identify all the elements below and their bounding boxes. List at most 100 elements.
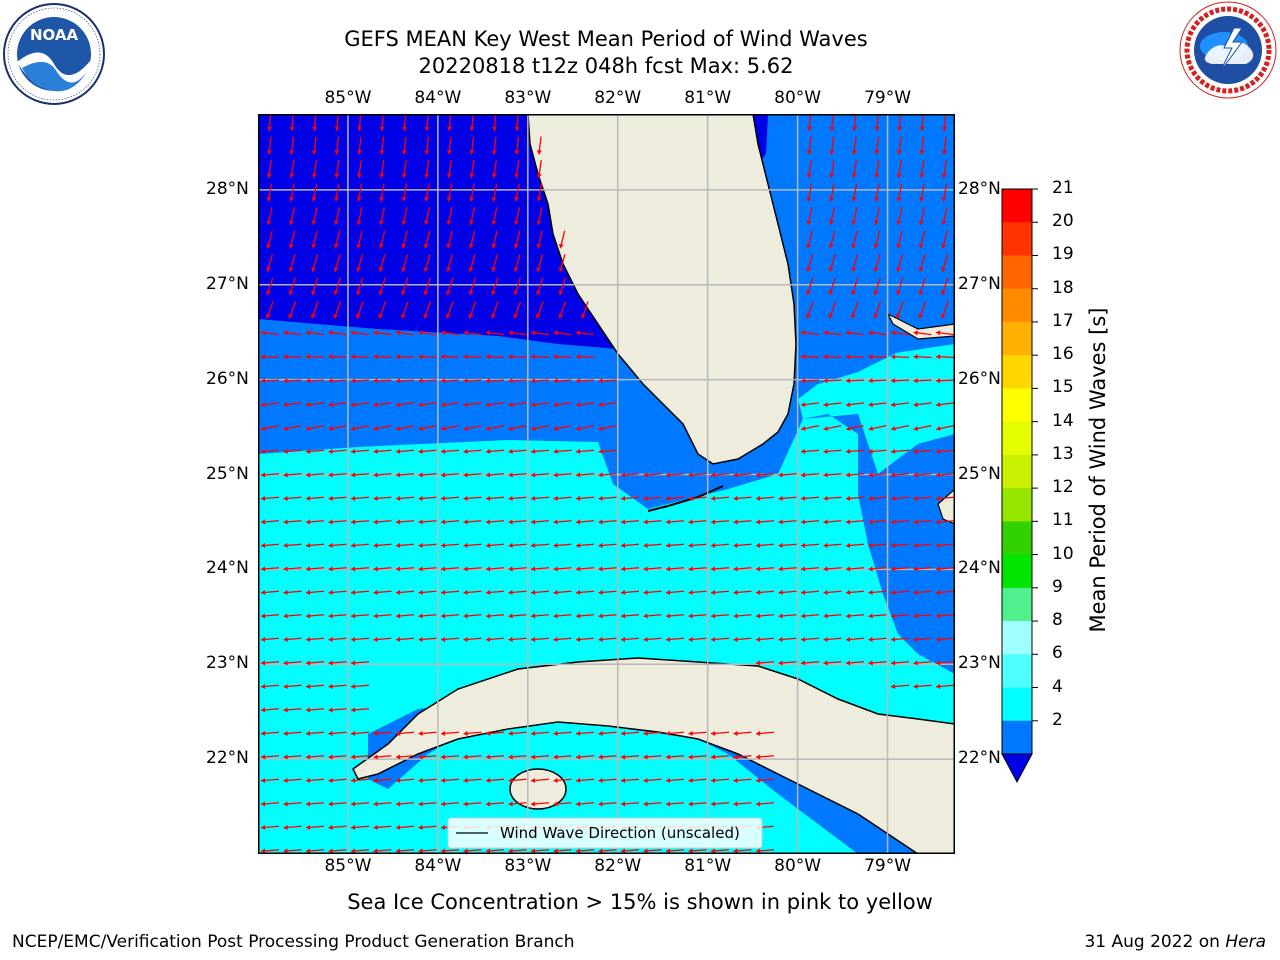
wind-arrow <box>328 330 347 336</box>
wind-arrow <box>918 301 927 319</box>
wind-arrow <box>845 495 865 502</box>
wind-arrow <box>373 472 392 478</box>
wind-arrow <box>643 848 662 854</box>
wind-arrow <box>305 402 325 408</box>
wind-arrow <box>333 207 341 225</box>
wind-arrow <box>575 754 595 760</box>
wind-arrow <box>305 354 325 360</box>
colorbar-tick-label: 11 <box>1052 510 1074 531</box>
wind-arrow <box>379 160 385 178</box>
wind-arrow <box>828 254 836 272</box>
wind-arrow <box>305 613 325 619</box>
wind-arrow <box>357 114 363 132</box>
wind-arrow <box>288 277 296 296</box>
colorbar <box>1001 188 1038 784</box>
wind-arrow <box>553 495 572 502</box>
wind-arrow <box>373 378 392 384</box>
wind-arrow <box>688 730 707 737</box>
wind-arrow <box>373 589 392 596</box>
wind-arrow <box>260 354 280 360</box>
wind-arrow <box>733 566 752 572</box>
wind-arrow <box>350 660 370 666</box>
colorbar-segment <box>1002 288 1032 323</box>
wind-arrow <box>283 566 302 572</box>
wind-arrow <box>710 472 730 478</box>
wind-arrow <box>440 848 460 854</box>
wind-arrow <box>288 230 296 249</box>
wind-arrow <box>440 519 460 525</box>
wind-arrow <box>289 183 295 202</box>
wind-arrow <box>328 378 347 384</box>
wind-arrow <box>328 848 347 854</box>
wind-arrow <box>283 542 302 549</box>
wind-arrow <box>643 613 662 619</box>
wind-arrow <box>401 160 407 178</box>
wind-arrow <box>334 114 340 132</box>
colorbar-segment <box>1002 521 1032 556</box>
wind-arrow <box>463 330 482 336</box>
wind-arrow <box>395 636 415 643</box>
wind-arrow <box>440 354 460 360</box>
wind-arrow <box>418 330 437 336</box>
wind-arrow <box>423 254 431 272</box>
wind-arrow <box>620 495 640 502</box>
wind-arrow <box>446 183 453 202</box>
wind-arrow <box>440 566 460 572</box>
wind-arrow <box>266 160 272 178</box>
wind-arrow <box>800 330 820 336</box>
wind-arrow <box>260 801 280 807</box>
wind-arrow <box>800 589 820 596</box>
wind-arrow <box>260 777 280 784</box>
wind-arrow <box>598 472 617 478</box>
wind-arrow <box>845 448 865 455</box>
wind-arrow <box>778 589 797 596</box>
wind-arrow <box>733 848 752 854</box>
wind-arrow <box>575 378 595 384</box>
wind-arrow <box>536 183 543 202</box>
wind-arrow <box>755 613 775 619</box>
wind-arrow <box>688 495 707 502</box>
wind-arrow <box>350 589 370 596</box>
wind-arrow <box>890 683 910 690</box>
wind-arrow <box>260 472 280 478</box>
colorbar-segment <box>1002 587 1032 622</box>
wind-arrow <box>485 448 505 455</box>
wind-arrow <box>356 207 363 225</box>
wind-arrow <box>530 472 550 478</box>
wind-arrow <box>688 777 707 784</box>
wind-arrow <box>440 378 460 384</box>
wind-arrow <box>491 136 498 155</box>
wind-arrow <box>463 566 482 572</box>
colorbar-segment <box>1002 255 1032 290</box>
wind-arrow <box>868 566 887 572</box>
wind-arrow <box>485 754 505 760</box>
wind-arrow <box>395 448 415 455</box>
wind-arrow <box>491 207 498 225</box>
wind-arrow <box>665 613 685 619</box>
wind-arrow <box>823 519 842 525</box>
wind-arrow <box>935 495 955 502</box>
wind-arrow <box>356 160 362 178</box>
wind-arrow <box>620 754 640 760</box>
wind-arrow <box>823 472 842 478</box>
colorbar-frame <box>1001 188 1033 755</box>
wind-arrow <box>868 636 887 643</box>
wind-arrow <box>643 542 662 549</box>
lat-label: 28°N <box>206 178 249 199</box>
wind-arrow <box>350 683 370 690</box>
wind-arrow <box>800 378 820 384</box>
wind-arrow <box>463 402 482 408</box>
lon-label: 80°W <box>774 856 822 876</box>
ocean-mid-cuba-south <box>588 724 918 854</box>
wind-arrow <box>806 136 813 155</box>
wind-arrow <box>823 448 842 455</box>
wind-arrow <box>755 542 775 549</box>
wind-arrow <box>468 301 477 319</box>
wind-arrow <box>305 848 325 854</box>
wind-arrow <box>575 448 595 455</box>
wind-arrow <box>851 160 857 178</box>
wind-arrow <box>373 425 392 432</box>
wind-arrow <box>575 848 595 854</box>
wind-arrow <box>755 777 775 784</box>
wind-arrow <box>260 707 280 713</box>
